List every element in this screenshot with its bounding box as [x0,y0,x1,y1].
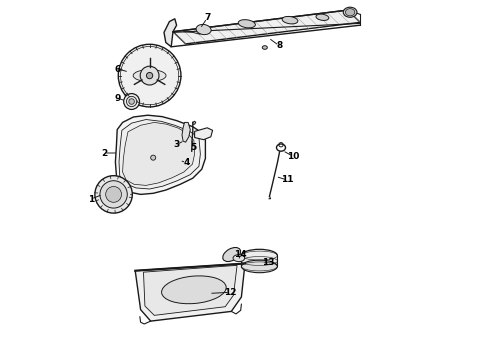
Text: 10: 10 [287,152,299,161]
Ellipse shape [223,247,241,262]
Ellipse shape [343,7,357,17]
Ellipse shape [242,249,277,262]
Ellipse shape [118,44,181,107]
Ellipse shape [196,24,211,35]
Text: 6: 6 [115,65,121,74]
Polygon shape [144,265,237,315]
Ellipse shape [242,260,277,273]
Polygon shape [116,115,205,194]
Ellipse shape [262,46,268,49]
Ellipse shape [162,276,226,304]
Polygon shape [122,122,195,185]
Text: 13: 13 [262,258,275,266]
Ellipse shape [316,14,329,21]
Ellipse shape [95,176,132,213]
Text: 9: 9 [115,94,121,103]
Ellipse shape [129,99,134,104]
Ellipse shape [123,94,140,109]
Polygon shape [164,19,176,47]
Ellipse shape [106,186,122,202]
Polygon shape [119,120,200,189]
Text: 14: 14 [234,250,247,259]
Text: 12: 12 [223,288,236,297]
Ellipse shape [151,155,156,160]
Text: 3: 3 [173,140,180,149]
Ellipse shape [133,69,166,82]
Ellipse shape [147,72,153,79]
Text: 1: 1 [88,194,94,203]
Ellipse shape [238,20,255,28]
Ellipse shape [345,9,355,16]
Text: 5: 5 [191,143,196,152]
Text: 7: 7 [204,13,210,22]
Text: 2: 2 [101,149,107,158]
Polygon shape [173,10,360,44]
Text: 4: 4 [183,158,190,167]
Text: 8: 8 [276,41,282,50]
Ellipse shape [126,96,137,107]
Polygon shape [182,122,190,142]
Polygon shape [135,264,245,321]
Ellipse shape [140,66,159,85]
Polygon shape [195,128,213,140]
Ellipse shape [233,255,245,262]
Polygon shape [242,256,277,266]
Ellipse shape [282,17,298,24]
Text: 11: 11 [281,175,294,184]
Ellipse shape [100,181,127,208]
